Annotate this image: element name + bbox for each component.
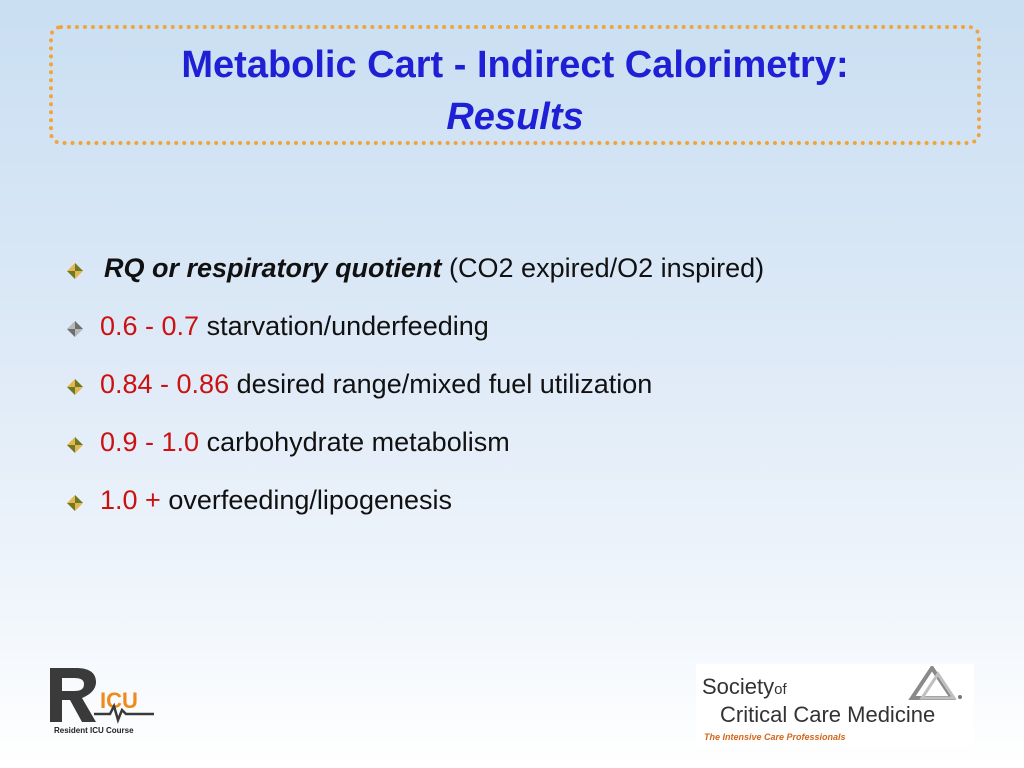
bullet-list: RQ or respiratory quotient (CO2 expired/… [66,248,986,538]
sccm-name: Critical Care Medicine [720,702,936,727]
bullet-item: 0.84 - 0.86 desired range/mixed fuel uti… [66,364,986,422]
bullet-range: 0.9 - 1.0 [100,427,200,457]
bullet-item: 0.6 - 0.7 starvation/underfeeding [66,306,986,364]
ricu-subtitle: Resident ICU Course [54,726,134,735]
sccm-society-text: Society [702,674,775,699]
bullet-term: RQ or respiratory quotient [104,253,442,283]
bullet-rest: starvation/underfeeding [199,311,489,341]
sccm-of-text: of [774,681,787,698]
bullet-range: 0.6 - 0.7 [100,311,200,341]
slide-subtitle: Results [446,96,584,138]
bullet-range: 1.0 + [100,485,161,515]
diamond-bullet-icon [67,437,83,453]
bullet-item: 0.9 - 1.0 carbohydrate metabolism [66,422,986,480]
ricu-logo: ICU Resident ICU Course [44,664,174,742]
bullet-range: 0.84 - 0.86 [100,369,230,399]
slide-title: Metabolic Cart - Indirect Calorimetry: [181,44,849,86]
diamond-bullet-icon [67,263,83,279]
bullet-rest: carbohydrate metabolism [199,427,510,457]
bullet-item: RQ or respiratory quotient (CO2 expired/… [66,248,986,306]
bullet-rest: (CO2 expired/O2 inspired) [441,253,765,283]
diamond-bullet-icon [67,495,83,511]
ricu-logo-mark: ICU [50,668,154,724]
bullet-rest: desired range/mixed fuel utilization [229,369,653,399]
sccm-logo: Societyof Critical Care Medicine The Int… [696,664,974,746]
svg-text:ICU: ICU [100,688,138,713]
title-box: Metabolic Cart - Indirect Calorimetry: R… [49,25,981,145]
diamond-bullet-icon [67,321,83,337]
sccm-tagline: The Intensive Care Professionals [704,732,846,742]
diamond-bullet-icon [67,379,83,395]
sccm-triangle-icon [908,666,962,700]
bullet-item: 1.0 + overfeeding/lipogenesis [66,480,986,538]
bullet-rest: overfeeding/lipogenesis [160,485,453,515]
